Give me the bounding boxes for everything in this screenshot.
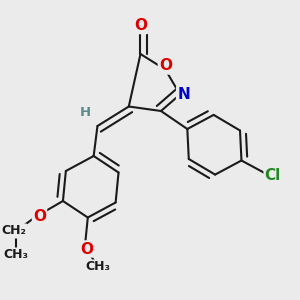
Text: N: N xyxy=(177,87,190,102)
Text: CH₂: CH₂ xyxy=(1,224,26,238)
Text: O: O xyxy=(159,58,172,74)
Text: O: O xyxy=(134,18,147,33)
Text: CH₃: CH₃ xyxy=(85,260,111,274)
Text: Cl: Cl xyxy=(265,168,281,183)
Text: O: O xyxy=(33,209,46,224)
Text: O: O xyxy=(80,242,93,256)
Text: H: H xyxy=(79,106,90,119)
Text: CH₃: CH₃ xyxy=(4,248,29,262)
